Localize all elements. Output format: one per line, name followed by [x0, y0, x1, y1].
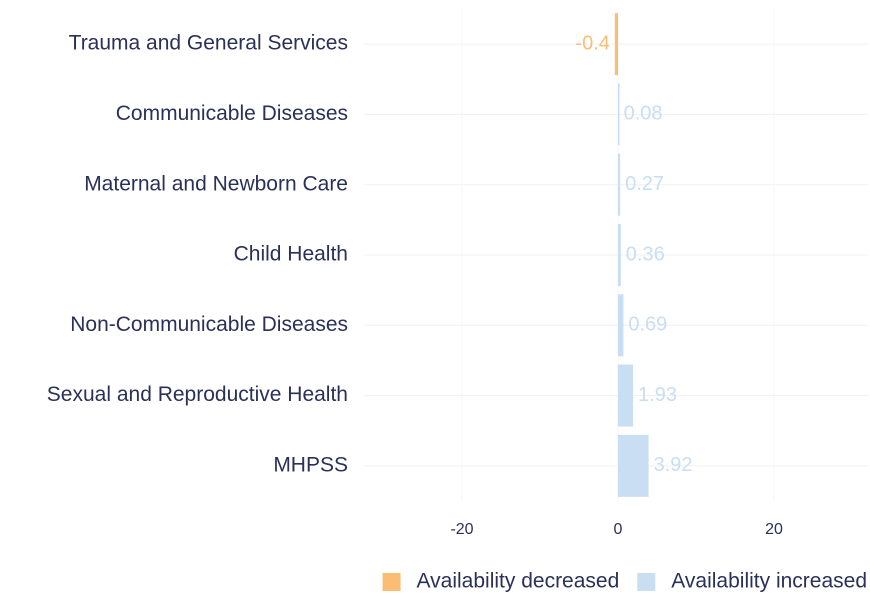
data-label: 3.92: [654, 454, 693, 476]
bar: [618, 83, 620, 146]
data-label: 0.08: [624, 103, 663, 125]
x-tick-label: 0: [614, 521, 623, 538]
bar: [618, 434, 649, 497]
category-label: Child Health: [234, 243, 348, 266]
legend-swatch: [382, 573, 401, 591]
category-label: Maternal and Newborn Care: [84, 172, 348, 195]
category-label: Communicable Diseases: [116, 102, 348, 125]
data-label: 0.69: [628, 314, 667, 336]
data-label: 0.27: [625, 173, 664, 195]
legend-label: Availability increased: [671, 570, 867, 593]
legend-label: Availability decreased: [417, 570, 620, 593]
bar: [618, 153, 621, 216]
x-tick-label: -20: [450, 521, 473, 538]
bar: [618, 294, 624, 357]
legend-swatch: [637, 573, 656, 591]
x-tick-label: 20: [765, 521, 783, 538]
category-label: Non-Communicable Diseases: [70, 313, 348, 336]
bar: [614, 13, 618, 76]
category-label: MHPSS: [273, 453, 348, 476]
category-label: Trauma and General Services: [69, 32, 348, 55]
data-label: 1.93: [638, 384, 677, 406]
bar: [618, 364, 634, 427]
data-label: 0.36: [626, 243, 665, 265]
data-label: -0.4: [575, 32, 609, 54]
bar: [618, 224, 621, 286]
category-label: Sexual and Reproductive Health: [47, 383, 348, 406]
